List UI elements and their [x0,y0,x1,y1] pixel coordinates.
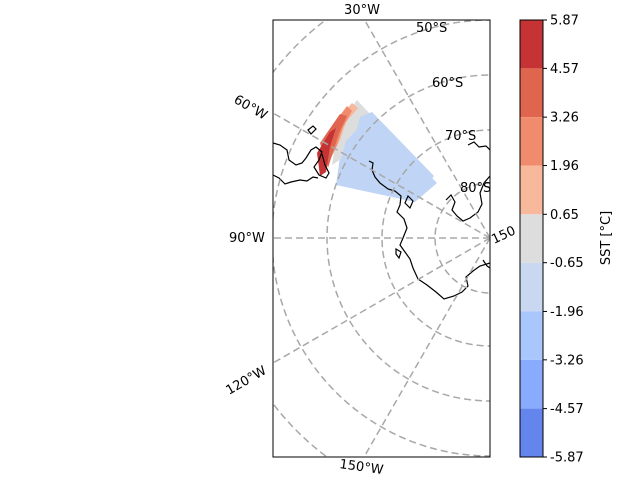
colorbar-tick-label-3: 1.96 [550,159,579,174]
colorbar-label: SST [°C] [599,211,614,265]
colorbar-tick-label-2: 3.26 [550,111,579,126]
colorbar-bin-0 [520,20,543,69]
colorbar-tick-label-7: -3.26 [550,353,584,368]
longitude-gridlines [273,20,490,457]
map-frame [272,19,491,458]
meridian-150w [363,237,490,457]
lon-label-150w: 150°W [338,457,384,478]
colorbar-tick-label-6: -1.96 [550,305,584,320]
lat-label-50s: 50°S [416,21,447,36]
colorbar-bin-7 [520,359,543,409]
map-panel [273,20,490,457]
colorbar-frame [519,19,544,458]
meridian-60w [273,112,490,239]
sst-field [317,100,437,202]
colorbar-bin-5 [520,262,543,312]
colorbar [520,20,543,457]
lon-label-60w: 60°W [231,92,270,123]
colorbar-tick-label-1: 4.57 [550,62,579,77]
colorbar-ticks: 5.87 4.57 3.26 1.96 0.65 -0.65 -1.96 -3.26 -4.57… [543,14,584,466]
colorbar-bin-3 [520,165,543,215]
colorbar-tick-label-5: -0.65 [550,256,584,271]
colorbar-bin-1 [520,68,543,118]
lon-label-120w: 120°W [224,363,270,398]
lon-label-30w: 30°W [344,3,380,18]
coastline [273,125,490,300]
colorbar-bin-2 [520,117,543,166]
lon-label-90w: 90°W [229,231,265,246]
sst-band-warm-1 [332,103,358,154]
colorbar-tick-label-9: -5.87 [550,451,584,466]
lat-label-60s: 60°S [432,76,463,91]
latitude-gridlines [273,20,490,457]
lat-label-80s: 80°S [460,181,491,196]
latitude-circle-60 [326,74,490,402]
sst-band-warm-4 [317,128,336,176]
sst-field-extension [346,112,434,190]
sst-band-neutral [332,100,371,165]
colorbar-bin-4 [520,214,543,263]
grid-labels: 50°S 60°S 70°S 80°S 30°W 60°W 90°W 120°W… [224,3,519,478]
lon-label-150e-partial: 150 [489,224,518,248]
lat-label-70s: 70°S [445,129,476,144]
meridian-30w [363,20,490,239]
colorbar-tick-label-8: -4.57 [550,402,584,417]
colorbar-bin-6 [520,311,543,360]
colorbar-bin-8 [520,408,543,457]
meridian-120w [273,237,490,364]
colorbar-tick-label-4: 0.65 [550,208,579,223]
colorbar-tick-label-0: 5.87 [550,14,579,29]
